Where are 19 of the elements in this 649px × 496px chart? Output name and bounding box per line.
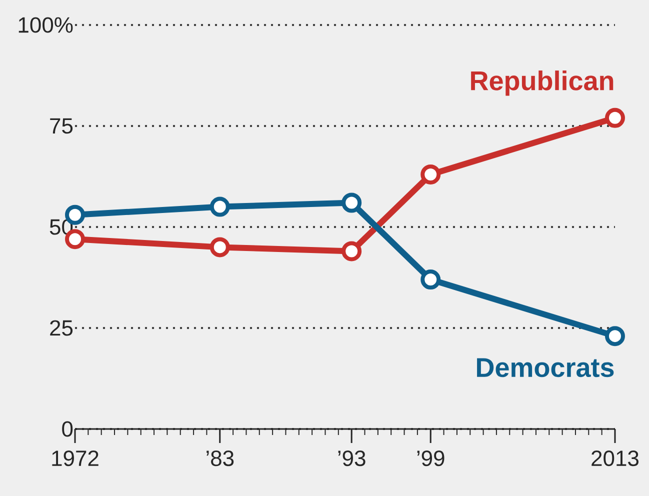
point: [342, 241, 362, 262]
point: [210, 196, 230, 217]
y-tick-label: 100%: [18, 17, 73, 33]
x-tick-label: 1972: [52, 450, 98, 466]
point: [210, 237, 230, 258]
point: [342, 192, 362, 213]
x-tick-label: ’99: [417, 450, 444, 466]
y-tick-label: 25: [50, 320, 73, 336]
y-tick-label: 75: [50, 118, 73, 134]
series-label: Democrats: [477, 358, 614, 378]
x-tick-label: ’83: [206, 450, 234, 466]
y-tick-label: 0: [62, 421, 73, 437]
x-tick-label: 2013: [592, 450, 638, 466]
point: [604, 108, 625, 128]
point: [420, 270, 441, 290]
point: [420, 164, 441, 184]
x-tick-label: ’93: [338, 450, 366, 466]
point: [604, 326, 625, 346]
series-label: Republican: [471, 70, 614, 96]
